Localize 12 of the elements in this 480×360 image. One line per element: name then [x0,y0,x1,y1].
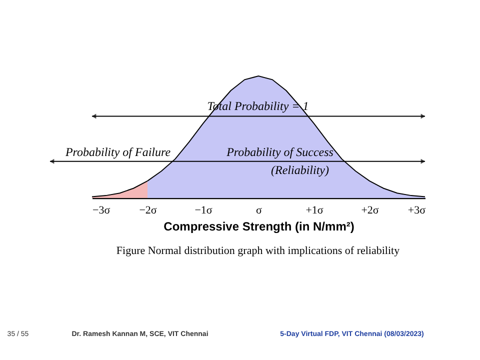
x-tick-label: σ [256,204,262,216]
x-tick-label: +1σ [306,204,324,216]
annotation: Probability of Failure [64,145,172,159]
x-tick-label: +3σ [408,204,426,216]
x-axis-title: Compressive Strength (in N/mm²) [164,220,354,234]
x-tick-label: +2σ [361,204,379,216]
x-tick-label: −3σ [92,204,110,216]
annotation: (Reliability) [271,163,329,177]
text: Figure Normal distribution graph with implications of reliability [116,245,400,257]
annotation: Probability of Success [226,145,334,159]
x-tick-label: −2σ [139,204,157,216]
x-tick-label: −1σ [194,204,212,216]
